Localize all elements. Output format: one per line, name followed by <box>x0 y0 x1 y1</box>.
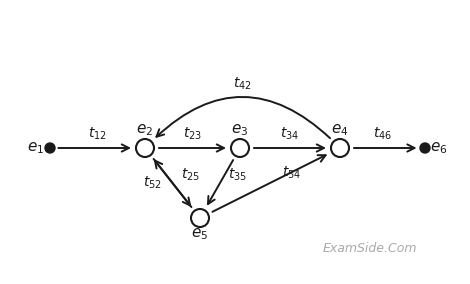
Circle shape <box>45 143 55 153</box>
Text: $t_{25}$: $t_{25}$ <box>181 167 200 183</box>
Text: ExamSide.Com: ExamSide.Com <box>323 241 417 254</box>
FancyArrowPatch shape <box>58 144 129 152</box>
FancyArrowPatch shape <box>212 155 326 212</box>
Text: $e_{1}$: $e_{1}$ <box>27 140 45 156</box>
Circle shape <box>136 139 154 157</box>
Text: $e_{2}$: $e_{2}$ <box>136 122 154 138</box>
FancyArrowPatch shape <box>354 144 415 152</box>
Circle shape <box>231 139 249 157</box>
FancyArrowPatch shape <box>154 159 190 205</box>
Text: $t_{34}$: $t_{34}$ <box>281 126 299 142</box>
Circle shape <box>331 139 349 157</box>
Text: $e_{5}$: $e_{5}$ <box>191 226 209 242</box>
FancyArrowPatch shape <box>254 144 324 152</box>
Text: $t_{42}$: $t_{42}$ <box>233 75 252 91</box>
FancyArrowPatch shape <box>155 161 191 207</box>
Text: $t_{12}$: $t_{12}$ <box>88 126 107 142</box>
Text: $e_{6}$: $e_{6}$ <box>430 140 448 156</box>
Circle shape <box>420 143 430 153</box>
FancyArrowPatch shape <box>159 144 224 152</box>
FancyArrowPatch shape <box>157 97 330 138</box>
Text: $e_{3}$: $e_{3}$ <box>231 122 249 138</box>
Text: $t_{54}$: $t_{54}$ <box>282 165 302 181</box>
Text: $t_{52}$: $t_{52}$ <box>143 175 162 191</box>
Text: $t_{23}$: $t_{23}$ <box>183 126 202 142</box>
Circle shape <box>191 209 209 227</box>
Text: $e_{4}$: $e_{4}$ <box>331 122 349 138</box>
Text: $t_{46}$: $t_{46}$ <box>373 126 392 142</box>
FancyArrowPatch shape <box>208 160 233 204</box>
Text: $t_{35}$: $t_{35}$ <box>228 167 248 183</box>
